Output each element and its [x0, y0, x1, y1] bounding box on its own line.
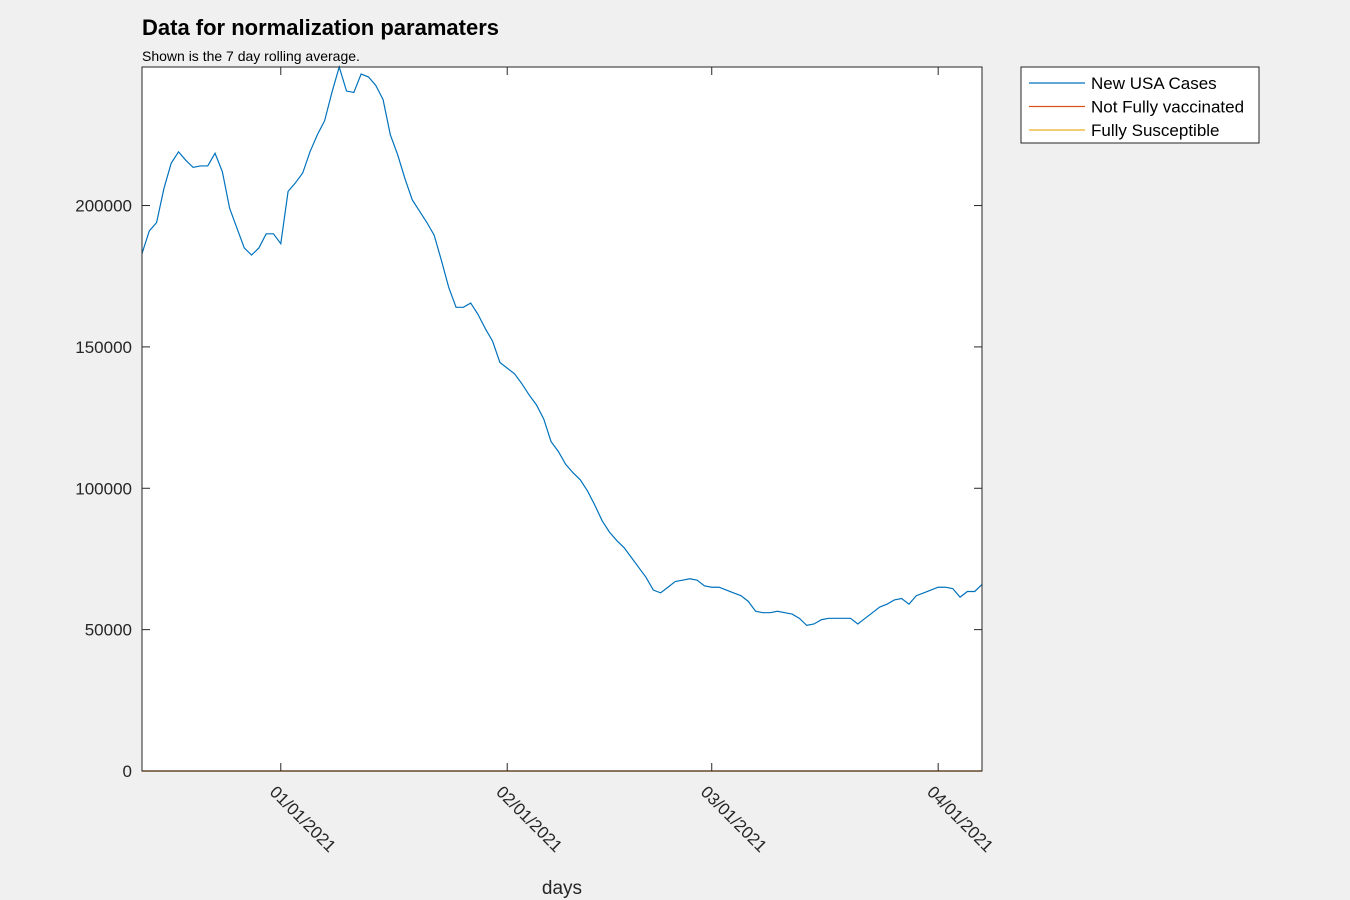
legend-entry-label: New USA Cases	[1091, 74, 1217, 93]
chart-title: Data for normalization paramaters	[142, 15, 499, 40]
y-tick-label: 200000	[75, 197, 132, 216]
x-tick-label: 02/01/2021	[492, 782, 566, 856]
y-tick-label: 0	[123, 762, 132, 781]
plot-border	[141, 66, 983, 772]
x-tick-label: 03/01/2021	[697, 782, 771, 856]
series-line-new-usa-cases	[141, 64, 983, 627]
y-tick-label: 100000	[75, 479, 132, 498]
plot-area	[142, 67, 982, 771]
x-axis-label: days	[542, 878, 582, 899]
legend: New USA Cases Not Fully vaccinated Fully S…	[1020, 66, 1260, 144]
legend-entry-label: Not Fully vaccinated	[1091, 98, 1244, 117]
y-tick-label: 150000	[75, 338, 132, 357]
x-tick-label: 01/01/2021	[266, 782, 340, 856]
chart-subtitle: Shown is the 7 day rolling average.	[142, 48, 360, 64]
legend-entry-label: Fully Susceptible	[1091, 121, 1220, 140]
y-tick-label: 50000	[85, 621, 132, 640]
x-tick-label: 04/01/2021	[923, 782, 997, 856]
